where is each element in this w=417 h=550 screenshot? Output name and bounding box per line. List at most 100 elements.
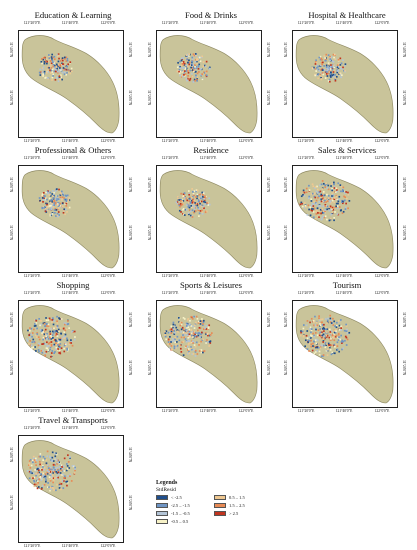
- residual-cell: [319, 205, 322, 208]
- residual-cell: [50, 355, 52, 358]
- residual-cell: [202, 65, 205, 68]
- residual-cell: [305, 334, 308, 337]
- residual-cell: [41, 62, 43, 65]
- residual-cell: [326, 322, 328, 324]
- residual-cell: [201, 78, 204, 81]
- residual-cell: [63, 335, 65, 338]
- residual-cell: [329, 331, 332, 333]
- residual-cell: [331, 66, 333, 69]
- residual-cell: [324, 346, 327, 349]
- residual-cell: [67, 69, 70, 72]
- residual-cell: [174, 347, 177, 350]
- residual-cell: [61, 78, 63, 81]
- residual-cell: [325, 334, 328, 337]
- residual-cell: [190, 65, 192, 67]
- residual-cell: [188, 328, 191, 331]
- residual-cell: [32, 472, 35, 475]
- residual-cell: [39, 454, 42, 456]
- residual-cell: [184, 196, 186, 199]
- residual-cell: [176, 335, 179, 338]
- residual-cell: [48, 455, 51, 458]
- residual-cell: [341, 340, 344, 343]
- residual-cell: [41, 465, 44, 467]
- residual-cell: [41, 471, 44, 474]
- residual-cell: [54, 78, 57, 81]
- residual-cell: [208, 197, 211, 200]
- residual-cells: [176, 53, 211, 83]
- residual-cell: [325, 64, 328, 67]
- residual-cell: [338, 320, 341, 323]
- residual-cell: [55, 340, 57, 342]
- residual-cell: [332, 324, 335, 326]
- residual-cell: [309, 209, 312, 211]
- residual-cell: [325, 66, 328, 68]
- residual-cell: [46, 347, 49, 350]
- residual-cell: [55, 452, 57, 455]
- residual-cell: [341, 201, 343, 203]
- residual-cell: [348, 200, 351, 202]
- residual-cell: [341, 188, 344, 191]
- residual-cell: [187, 348, 190, 350]
- residual-cell: [333, 339, 336, 342]
- residual-cell: [47, 325, 50, 327]
- residual-cell: [319, 347, 321, 350]
- residual-cell: [322, 212, 325, 214]
- residual-cell: [32, 338, 35, 341]
- residual-cell: [45, 202, 47, 205]
- residual-cell: [46, 336, 49, 338]
- residual-cell: [202, 350, 205, 353]
- residual-cell: [169, 342, 171, 345]
- residual-cell: [336, 188, 339, 190]
- residual-cell: [186, 58, 188, 61]
- residual-cell: [66, 347, 68, 350]
- latitude-tick-right: 31°20'0"N: [128, 225, 132, 241]
- residual-cell: [52, 338, 55, 341]
- residual-cell: [56, 322, 59, 324]
- residual-cell: [38, 338, 41, 341]
- residual-cell: [185, 54, 188, 57]
- residual-cell: [205, 71, 207, 74]
- residual-cell: [48, 204, 50, 207]
- residual-cell: [64, 208, 67, 211]
- residual-cell: [48, 317, 51, 320]
- longitude-tick-bottom: 121°20'0"E: [23, 544, 41, 548]
- residual-cell: [59, 352, 62, 355]
- latitude-tick-left: 31°40'0"N: [9, 177, 13, 193]
- residual-cell: [28, 470, 31, 473]
- residual-cell: [194, 345, 197, 348]
- residual-cell: [193, 55, 196, 58]
- residual-cell: [340, 325, 342, 328]
- residual-cell: [46, 341, 48, 344]
- residual-cell: [50, 62, 53, 65]
- residual-cell: [33, 480, 36, 483]
- panel-title: Shopping: [56, 280, 90, 290]
- latitude-tick-right: 31°40'0"N: [266, 42, 270, 58]
- residual-cell: [193, 54, 196, 57]
- residual-cell: [329, 73, 331, 75]
- residual-cell: [52, 463, 55, 466]
- residual-cell: [43, 466, 46, 469]
- residual-cell: [29, 333, 32, 336]
- residual-cell: [31, 332, 34, 334]
- residual-cell: [193, 67, 195, 70]
- residual-cell: [49, 60, 52, 62]
- residual-cell: [302, 324, 305, 326]
- island-landmass: [159, 170, 258, 269]
- residual-cell: [329, 58, 332, 60]
- residual-cell: [43, 207, 45, 209]
- residual-cell: [194, 351, 197, 353]
- residual-cell: [49, 200, 51, 203]
- residual-cell: [39, 463, 41, 466]
- residual-cell: [195, 189, 198, 192]
- legend-label: -0.5 – 0.5: [171, 519, 189, 524]
- residual-cell: [205, 210, 208, 213]
- residual-cell: [57, 63, 60, 66]
- residual-cell: [310, 329, 313, 332]
- residual-cell: [37, 486, 40, 488]
- residual-cell: [48, 66, 50, 69]
- residual-cell: [314, 61, 317, 63]
- residual-cell: [341, 190, 344, 193]
- residual-cell: [331, 208, 333, 210]
- residual-cell: [40, 479, 43, 481]
- panel-title: Food & Drinks: [184, 10, 238, 20]
